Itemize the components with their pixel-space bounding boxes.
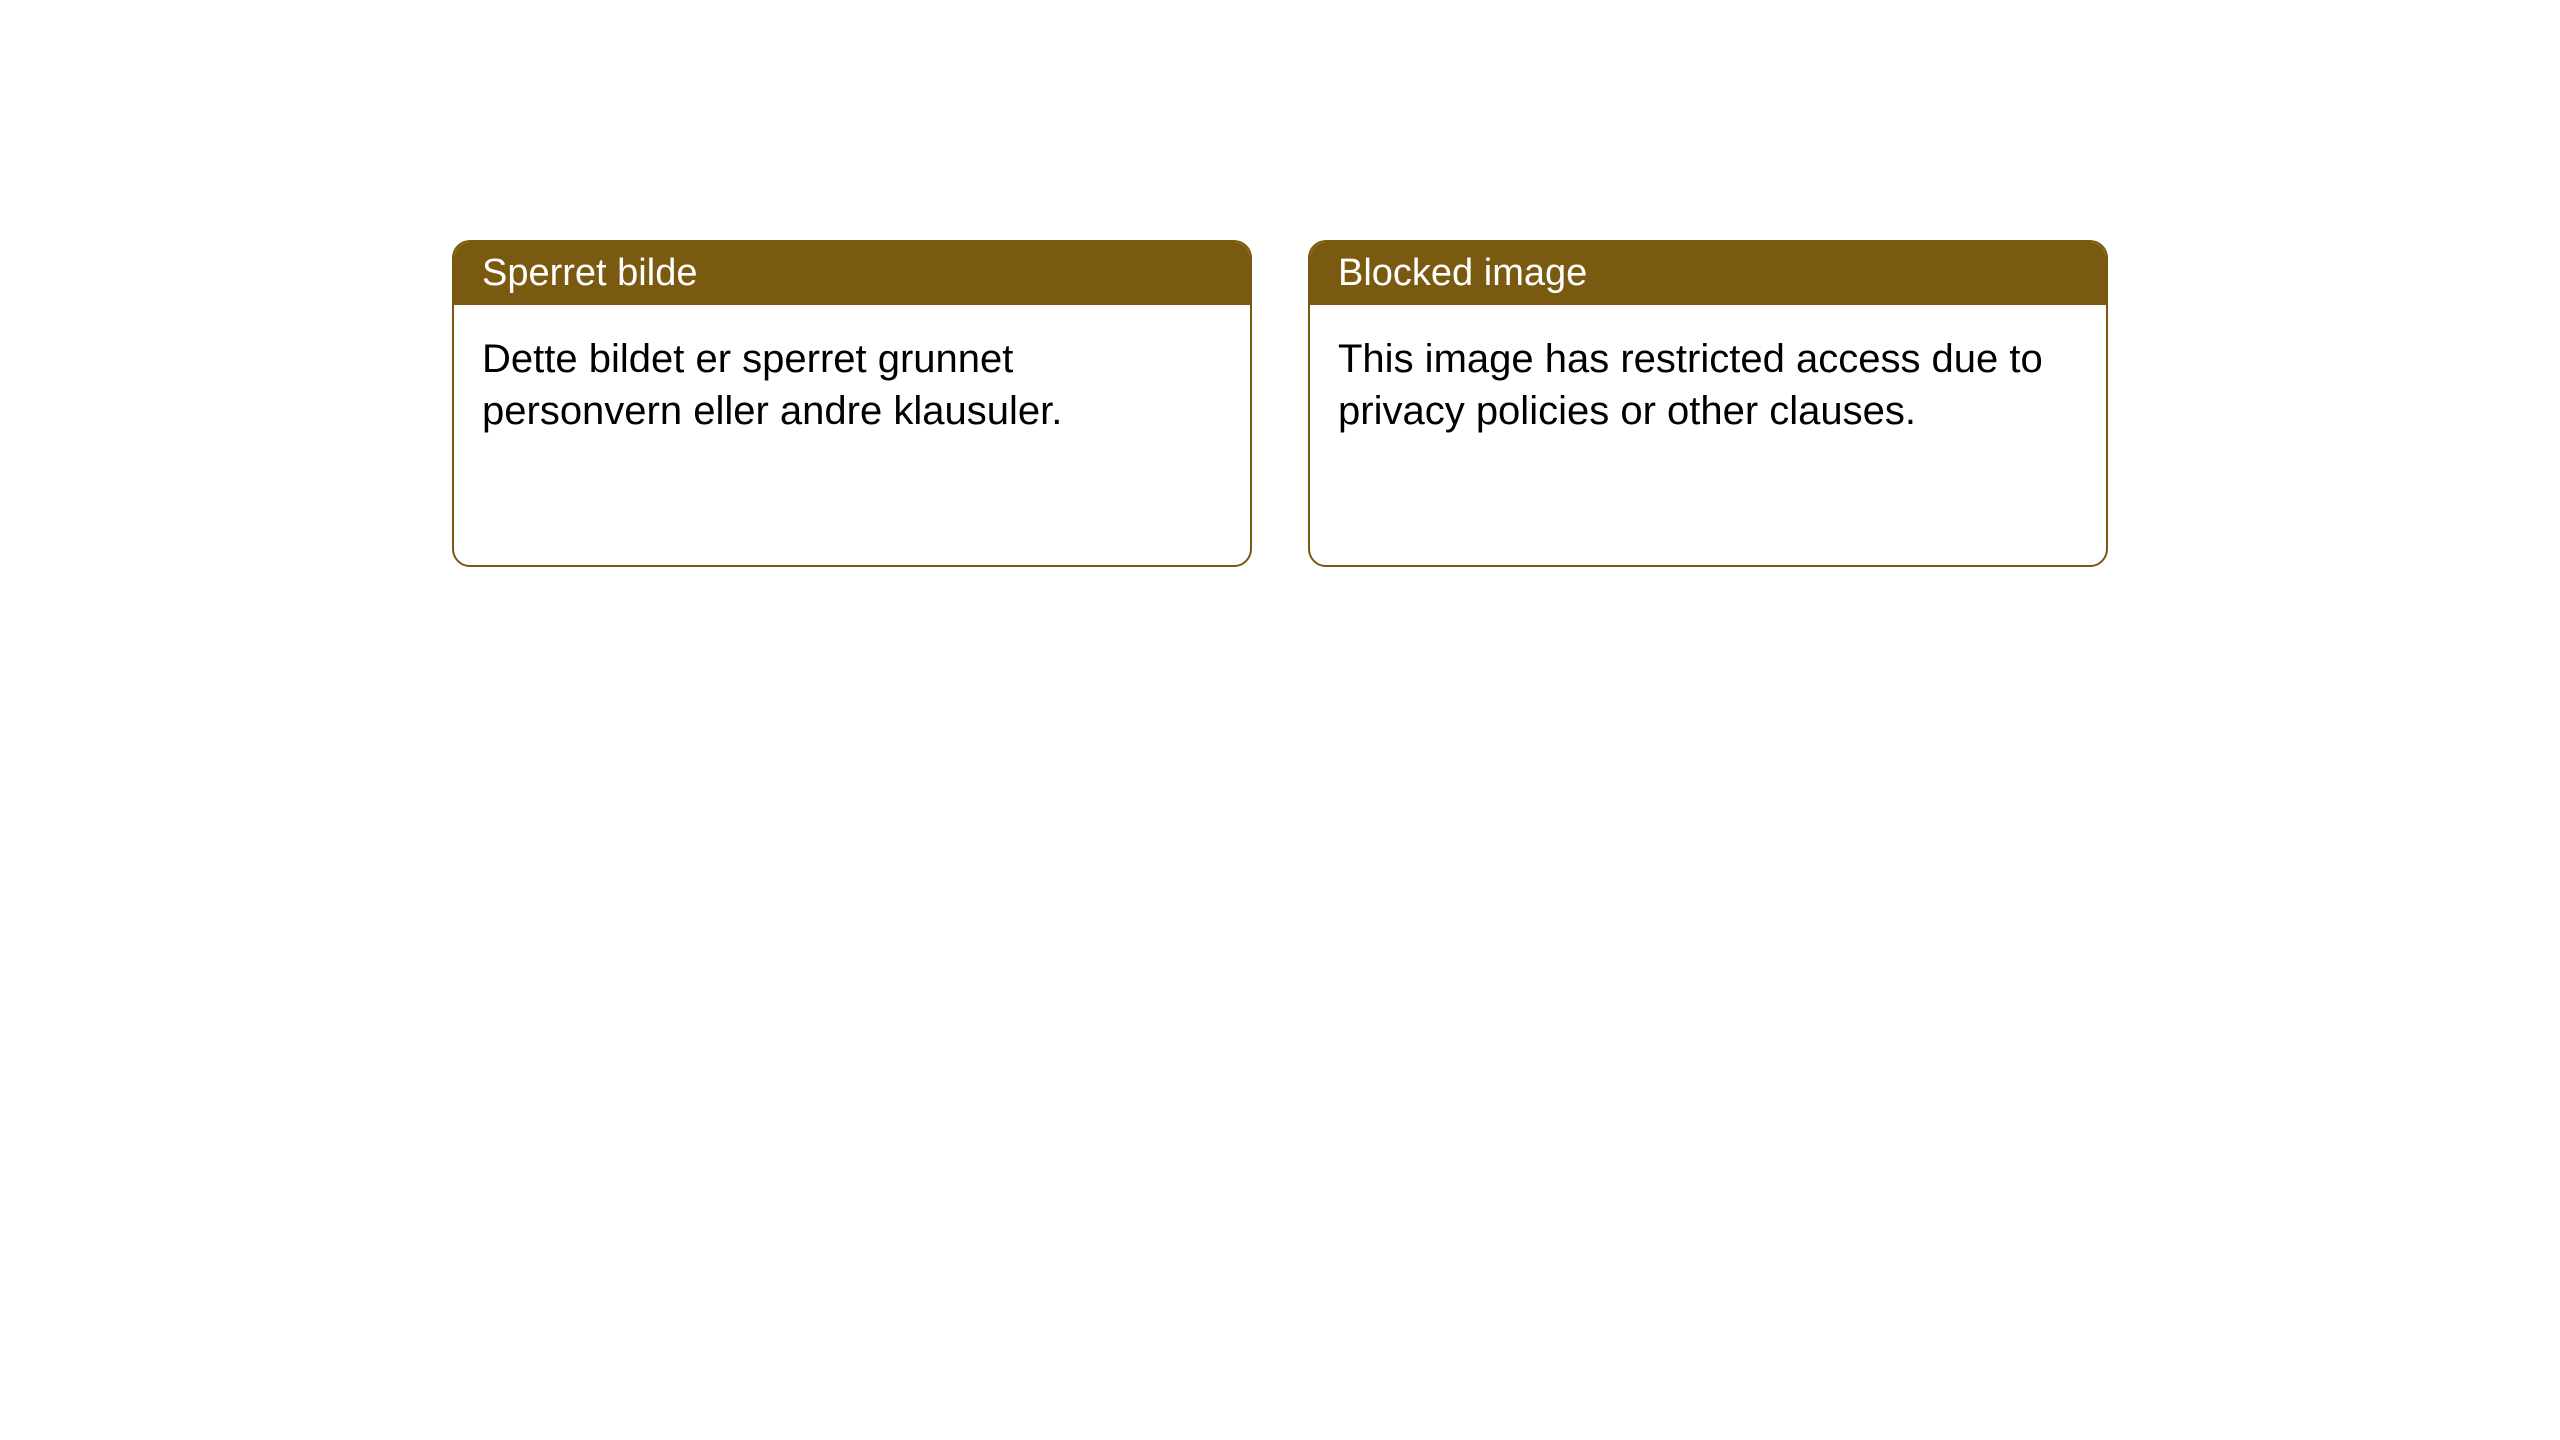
notice-body: This image has restricted access due to … [1310, 305, 2106, 565]
notice-body-text: This image has restricted access due to … [1338, 337, 2043, 433]
notice-title: Sperret bilde [482, 252, 697, 294]
notice-title: Blocked image [1338, 252, 1587, 294]
notice-header: Blocked image [1310, 242, 2106, 305]
notice-container: Sperret bilde Dette bildet er sperret gr… [0, 0, 2560, 567]
notice-body-text: Dette bildet er sperret grunnet personve… [482, 337, 1062, 433]
notice-body: Dette bildet er sperret grunnet personve… [454, 305, 1250, 565]
blocked-image-notice-en: Blocked image This image has restricted … [1308, 240, 2108, 567]
notice-header: Sperret bilde [454, 242, 1250, 305]
blocked-image-notice-no: Sperret bilde Dette bildet er sperret gr… [452, 240, 1252, 567]
